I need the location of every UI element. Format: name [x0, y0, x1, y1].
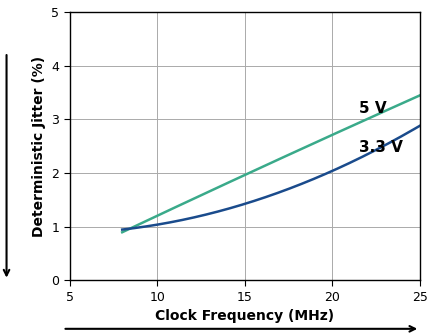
Y-axis label: Deterministic Jitter (%): Deterministic Jitter (%): [32, 56, 46, 237]
Text: 3.3 V: 3.3 V: [358, 139, 402, 155]
Text: 5 V: 5 V: [358, 101, 385, 116]
X-axis label: Clock Frequency (MHz): Clock Frequency (MHz): [155, 309, 334, 324]
